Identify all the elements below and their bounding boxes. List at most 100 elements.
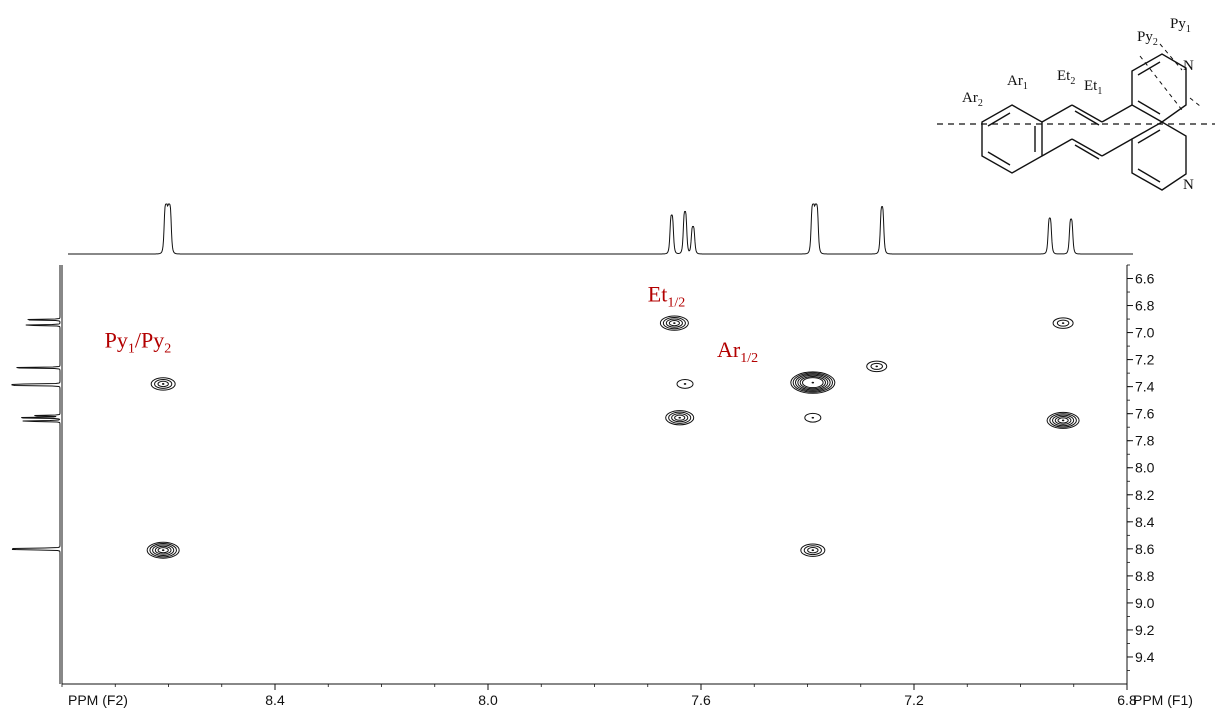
peak-center [683,383,687,385]
f1-projection-spectrum [11,265,61,684]
contour-line [1052,414,1075,427]
peak-center [161,383,165,385]
peak-center [1061,322,1065,325]
plot-frame [61,265,1128,685]
y-tick-label: 7.8 [1135,433,1155,449]
y-tick-label: 7.0 [1135,325,1155,341]
cross-peak [676,379,694,389]
y-tick-label: 6.8 [1135,298,1155,314]
molecule-structure [937,43,1215,191]
contour-line [792,372,833,393]
contour-line [149,543,177,558]
lower-pyridine-ring [1131,121,1187,191]
contour-line [870,362,883,370]
y-tick-label: 7.6 [1135,406,1155,422]
molecule-labels: Py1 Py2 Ar1 Ar2 Et2 Et1 N N [962,16,1194,193]
x-tick-label: 7.2 [904,692,924,708]
contour-line [152,544,175,556]
y-tick-label: 6.6 [1135,271,1155,287]
y-tick-label: 8.4 [1135,514,1155,530]
y-tick-label: 8.2 [1135,487,1155,503]
cross-peak [659,315,689,331]
cross-peak [146,541,180,559]
contour-line [802,377,824,389]
contour-line [795,373,831,392]
nitrogen-label-upper: N [1183,58,1194,74]
contour-line [676,379,694,389]
x-axis: 8.4 8.0 7.6 7.2 6.8 [61,684,1137,708]
f1-spectrum-trace [11,265,61,684]
contour-line [665,410,695,426]
contour-line [659,315,689,331]
peak-center [811,416,815,419]
peak-center [875,365,879,368]
contour-line [146,541,180,559]
contour-line [790,371,836,394]
contour-line [797,374,829,391]
contour-line [1046,411,1080,429]
contour-line [803,545,822,556]
contour-line [665,318,683,328]
contour-line [1057,417,1069,424]
y-axis: 6.6 6.8 7.0 7.2 7.4 7.6 7.8 8.0 8.2 8.4 8.6 8.8 9.0 9… [1127,264,1155,671]
contour-line [671,413,689,423]
contour-line [154,379,173,389]
peak-center [811,381,815,384]
f2-spectrum-trace [68,203,1133,255]
contour-line [807,547,819,554]
contour-line [674,414,686,421]
contour-line [800,543,826,557]
peak-center [673,322,676,325]
x-axis-title: PPM (F2) [68,692,128,708]
molecule-atom-label: Ar1 [1007,73,1028,92]
peak-annotation: Py1/Py2 [105,327,172,356]
cross-peak [866,360,888,373]
peak-annotation: Et1/2 [648,281,685,310]
cross-peak [665,410,695,426]
cross-peaks [146,315,1080,559]
y-tick-label: 8.8 [1135,568,1155,584]
contour-line [799,375,826,390]
contour-line [1056,319,1070,327]
x-tick-label: 6.8 [1117,692,1137,708]
cross-peak [1046,411,1080,429]
molecule-atom-label: Py1 [1170,16,1191,35]
molecule-atom-label: Ar2 [962,90,983,109]
contour-line [866,360,888,373]
peak-center [678,416,681,419]
peak-center [811,549,815,552]
cross-peak [804,412,822,423]
contour-line [662,317,686,330]
peak-center [1061,419,1065,422]
benzene-ring [981,104,1043,174]
y-tick-label: 8.0 [1135,460,1155,476]
x-tick-label: 8.4 [265,692,285,708]
cross-peak [800,543,826,557]
cross-peak [150,377,176,391]
molecule-atom-label: Et2 [1057,68,1075,87]
contour-line [150,377,176,391]
x-tick-label: 8.0 [478,692,498,708]
cross-peak [790,371,836,394]
y-tick-label: 9.2 [1135,622,1155,638]
contour-line [804,412,822,423]
contour-line [157,547,169,554]
y-axis-title: PPM (F1) [1133,692,1193,708]
contour-line [1049,413,1077,428]
molecule-atom-label: Py2 [1137,29,1158,48]
peak-center [161,549,165,552]
contour-line [154,545,172,555]
contour-line [668,320,680,327]
f2-projection-spectrum [68,203,1133,255]
y-tick-label: 7.2 [1135,352,1155,368]
x-tick-label: 7.6 [691,692,711,708]
y-tick-label: 7.4 [1135,379,1155,395]
contour-line [668,411,692,424]
y-tick-label: 9.4 [1135,649,1155,665]
contour-line [1054,416,1072,425]
peak-annotation: Ar1/2 [717,337,758,366]
y-tick-label: 9.0 [1135,595,1155,611]
peak-annotations: Py1/Py2 Et1/2 Ar1/2 [105,281,758,365]
molecule-atom-label: Et1 [1084,78,1102,97]
